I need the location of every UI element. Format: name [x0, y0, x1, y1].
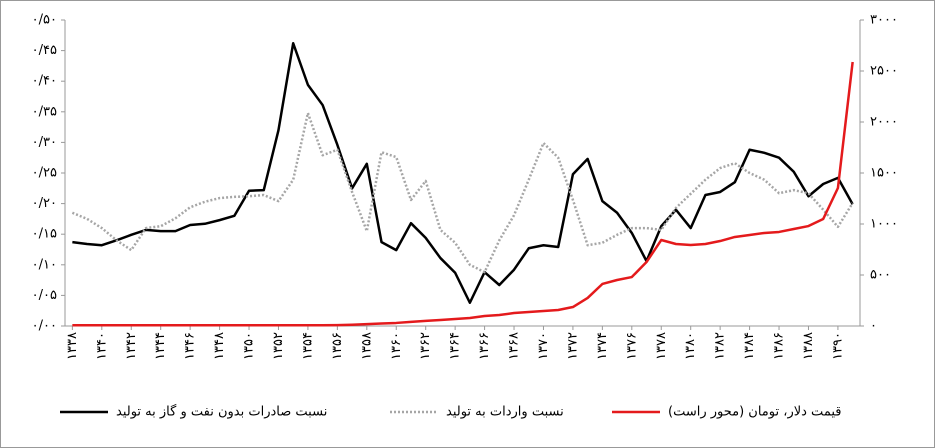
x-tick-label: ۱۳۶۲	[418, 332, 433, 360]
x-tick-label: ۱۳۸۶	[772, 332, 787, 360]
x-tick-label: ۱۳۸۲	[713, 332, 728, 360]
y2-tick-label: ۵۰۰	[870, 268, 891, 283]
x-tick-label: ۱۳۳۸	[65, 332, 80, 360]
x-tick-label: ۱۳۴۴	[153, 332, 168, 360]
series-line	[72, 61, 854, 327]
x-tick-label: ۱۳۸۸	[801, 332, 816, 360]
x-tick-label: ۱۳۷۶	[624, 332, 639, 360]
series-line	[72, 42, 854, 304]
x-tick-label: ۱۳۴۶	[183, 332, 198, 360]
y-tick-label: ۰/۲۰	[32, 196, 57, 211]
legend-label: قیمت دلار، تومان (محور راست)	[668, 405, 841, 420]
y-tick-label: ۰/۳۰	[32, 135, 57, 150]
y-tick-label: ۰/۳۵	[32, 104, 57, 119]
y2-tick-label: ۲۰۰۰	[870, 115, 898, 130]
x-tick-label: ۱۳۵۴	[300, 332, 315, 360]
x-tick-label: ۱۳۶۸	[507, 332, 522, 360]
x-tick-label: ۱۳۶۴	[448, 332, 463, 360]
x-tick-label: ۱۳۴۲	[124, 332, 139, 360]
x-tick-label: ۱۳۵۲	[271, 332, 286, 360]
y-tick-label: ۰/۱۵	[32, 227, 57, 242]
y-tick-label: ۰/۴۰	[32, 74, 57, 89]
y2-tick-label: ۱۵۰۰	[870, 166, 898, 181]
x-tick-label: ۱۳۴۰	[94, 332, 109, 360]
y-tick-label: ۰/۱۰	[32, 257, 57, 272]
y-tick-label: ۰/۰۰	[32, 319, 57, 334]
x-tick-label: ۱۳۶۶	[477, 332, 492, 360]
y-tick-label: ۰/۴۵	[32, 43, 57, 58]
x-tick-label: ۱۳۷۰	[536, 332, 551, 360]
y2-tick-label: ۰	[870, 319, 877, 334]
legend-label: نسبت واردات به تولید	[446, 405, 564, 420]
x-tick-label: ۱۳۷۸	[654, 332, 669, 360]
y2-tick-label: ۲۵۰۰	[870, 64, 898, 79]
y2-tick-label: ۱۰۰۰	[870, 217, 898, 232]
x-tick-label: ۱۳۶۰	[389, 332, 404, 360]
x-tick-label: ۱۳۸۴	[742, 332, 757, 360]
x-tick-label: ۱۳۷۲	[565, 332, 580, 360]
x-tick-label: ۱۳۷۴	[595, 332, 610, 360]
series-line	[71, 111, 854, 274]
x-tick-label: ۱۳۴۸	[212, 332, 227, 360]
x-tick-label: ۱۳۵۸	[359, 332, 374, 360]
x-tick-label: ۱۳۵۰	[242, 332, 257, 360]
x-tick-label: ۱۳۵۶	[330, 332, 345, 360]
x-tick-label: ۱۳۹۰	[830, 332, 845, 360]
y2-tick-label: ۳۰۰۰	[870, 13, 898, 28]
y-tick-label: ۰/۲۵	[32, 166, 57, 181]
y-tick-label: ۰/۰۵	[32, 288, 57, 303]
legend-label: نسبت صادرات بدون نفت و گاز به تولید	[116, 404, 327, 420]
y-tick-label: ۰/۵۰	[32, 13, 57, 28]
x-tick-label: ۱۳۸۰	[683, 332, 698, 360]
